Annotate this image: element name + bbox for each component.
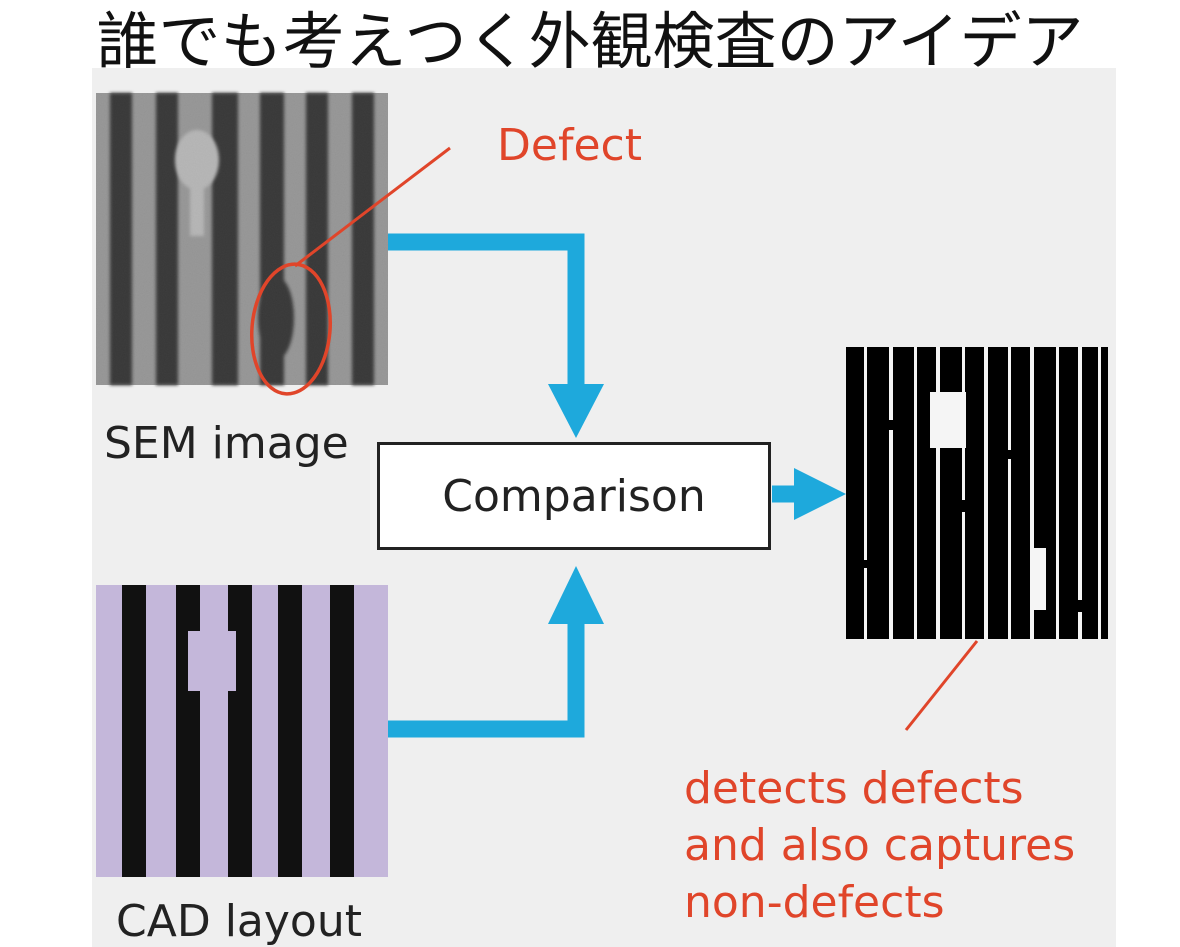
defect-label: Defect (497, 120, 642, 171)
result-pointer-line (904, 640, 979, 731)
defect-annotation (249, 146, 451, 396)
cad-layout-label: CAD layout (116, 896, 362, 947)
arrow-sem-to-comparison (388, 233, 585, 390)
page-title: 誰でも考えつく外観検査のアイデア (96, 5, 1084, 78)
arrowhead-up (548, 566, 604, 624)
comparison-box: Comparison (377, 442, 771, 550)
sem-image (96, 93, 388, 385)
arrow-cad-to-comparison (388, 620, 585, 738)
cad-layout (96, 585, 388, 877)
result-note: detects defects and also captures non-de… (684, 760, 1075, 931)
result-image (846, 347, 1108, 639)
sem-image-label: SEM image (104, 418, 349, 469)
arrowhead-right (794, 468, 846, 520)
result-note-line: non-defects (684, 877, 945, 928)
arrowhead-down (548, 384, 604, 438)
result-note-line: detects defects (684, 763, 1024, 814)
result-note-line: and also captures (684, 820, 1076, 871)
